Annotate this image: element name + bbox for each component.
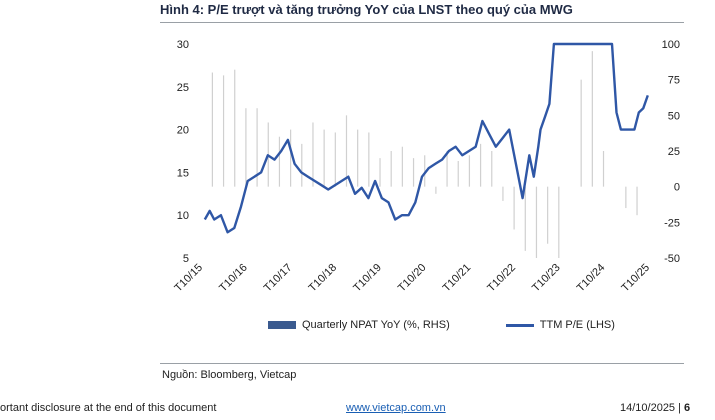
- bar: [491, 151, 493, 187]
- bar: [513, 186, 515, 230]
- bar: [602, 151, 605, 187]
- bar: [424, 155, 426, 187]
- x-tick-label: T10/25: [619, 262, 652, 295]
- legend-line-label: TTM P/E (LHS): [539, 319, 615, 331]
- bar: [412, 158, 415, 187]
- title-divider: [160, 22, 684, 23]
- bar: [278, 136, 281, 187]
- right-tick-label: -25: [664, 217, 680, 229]
- x-tick-label: T10/22: [485, 262, 518, 295]
- legend-bar-label: Quarterly NPAT YoY (%, RHS): [302, 319, 450, 331]
- left-tick-label: 30: [177, 39, 189, 51]
- bar: [301, 143, 303, 187]
- right-tick-label: 0: [674, 182, 680, 194]
- bar: [234, 69, 236, 187]
- bar: [401, 146, 403, 187]
- source-note: Nguồn: Bloomberg, Vietcap: [162, 369, 297, 381]
- x-tick-label: T10/19: [351, 262, 384, 295]
- left-tick-label: 20: [177, 125, 189, 137]
- right-tick-label: 25: [668, 146, 680, 158]
- bar: [468, 155, 471, 187]
- x-tick-label: T10/15: [172, 262, 205, 295]
- bar: [558, 186, 560, 258]
- bar: [245, 108, 247, 187]
- right-tick-label: 100: [662, 39, 680, 51]
- line-layer: [203, 42, 649, 234]
- left-tick-label: 10: [177, 210, 189, 222]
- bar: [379, 158, 381, 187]
- x-tick-label: T10/23: [530, 262, 563, 295]
- left-tick-label: 25: [177, 82, 189, 94]
- footer-date: 14/10/2025: [620, 402, 676, 414]
- right-tick-label: 50: [668, 110, 680, 122]
- bar: [502, 186, 504, 201]
- pe-line: [203, 42, 649, 234]
- bar: [479, 143, 482, 187]
- bar: [535, 186, 538, 258]
- bar: [636, 186, 638, 216]
- bar: [524, 186, 526, 251]
- legend-item-line: TTM P/E (LHS): [505, 319, 615, 331]
- bar: [345, 115, 348, 187]
- footer-website-link[interactable]: www.vietcap.com.vn: [346, 402, 446, 414]
- legend: Quarterly NPAT YoY (%, RHS) TTM P/E (LHS…: [268, 319, 615, 331]
- x-tick-label: T10/20: [396, 262, 429, 295]
- bar: [323, 129, 325, 187]
- bar: [457, 160, 459, 187]
- x-tick-label: T10/21: [441, 262, 474, 295]
- legend-item-bar: Quarterly NPAT YoY (%, RHS): [268, 319, 450, 331]
- bar: [334, 132, 336, 187]
- left-tick-label: 15: [177, 167, 189, 179]
- bar: [625, 186, 627, 209]
- bar: [591, 51, 593, 187]
- bar: [446, 151, 448, 187]
- x-axis: T10/15 T10/16 T10/17 T10/18 T10/19 T10/20 T10/…: [172, 262, 652, 295]
- figure-title: Hình 4: P/E trượt và tăng trưởng YoY của…: [160, 2, 573, 17]
- bar: [222, 75, 225, 187]
- bar: [357, 129, 359, 187]
- left-axis: 5 10 15 20 25 30: [177, 39, 189, 265]
- bar: [290, 129, 292, 187]
- left-tick-label: 5: [183, 253, 189, 265]
- footer-date-page: 14/10/2025 | 6: [620, 402, 691, 414]
- bars-layer: [211, 51, 638, 258]
- legend-line-swatch: [505, 323, 534, 327]
- bar: [211, 72, 213, 187]
- x-tick-label: T10/17: [262, 262, 295, 295]
- right-tick-label: -50: [664, 253, 680, 265]
- bar: [390, 151, 392, 187]
- bar: [256, 108, 258, 187]
- legend-bar-swatch: [268, 321, 296, 329]
- footer-disclaimer: ortant disclosure at the end of this doc…: [0, 402, 217, 414]
- right-tick-label: 75: [668, 75, 680, 87]
- footer-page: 6: [684, 402, 691, 414]
- x-tick-label: T10/18: [307, 262, 340, 295]
- bar: [312, 122, 314, 187]
- source-divider: [160, 363, 684, 364]
- x-tick-label: T10/24: [575, 262, 608, 295]
- bar: [435, 186, 437, 194]
- bar: [547, 186, 549, 244]
- bar: [580, 79, 582, 187]
- bar: [368, 132, 370, 187]
- right-axis: -50 -25 0 25 50 75 100: [662, 39, 680, 265]
- x-tick-label: T10/16: [217, 262, 250, 295]
